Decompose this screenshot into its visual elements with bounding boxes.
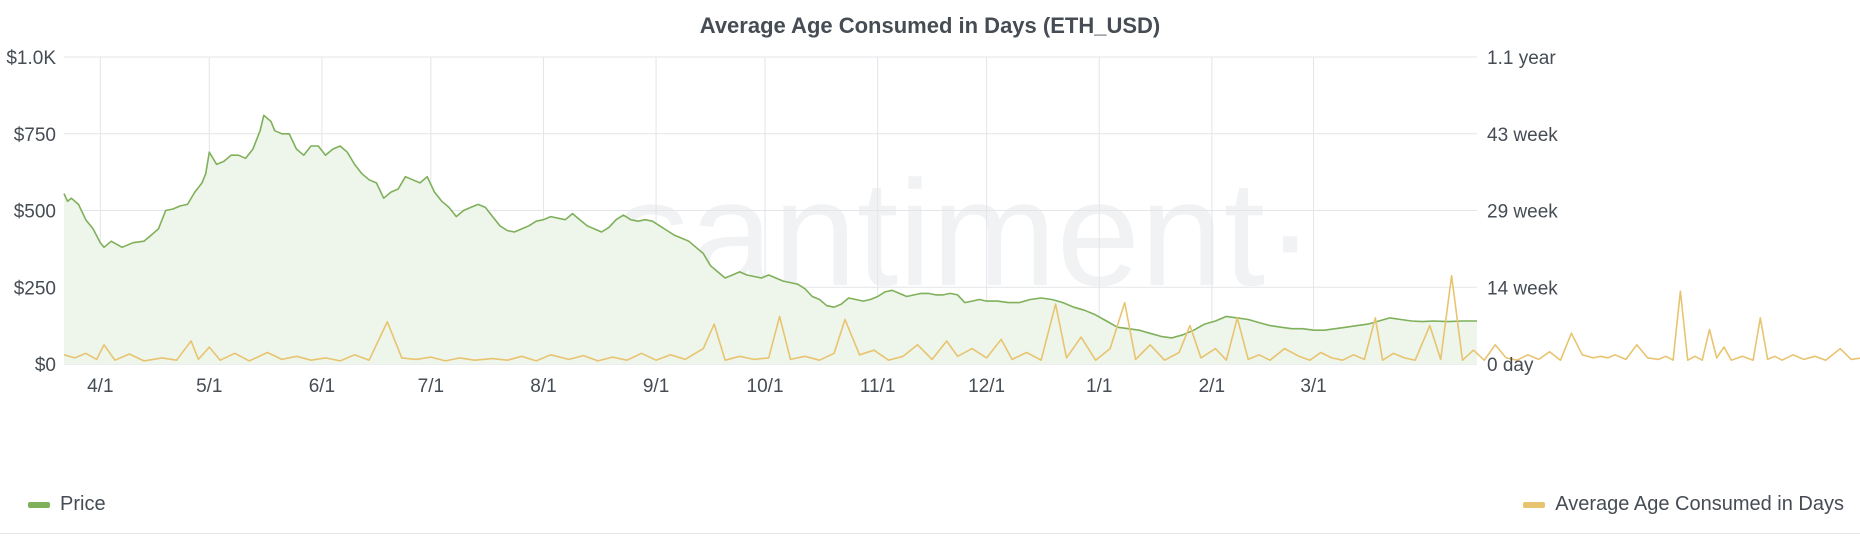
- x-tick-label: 6/1: [309, 376, 335, 397]
- y-left-tick-label: $750: [14, 125, 56, 146]
- x-tick-label: 12/1: [968, 376, 1005, 397]
- y-right-tick-label: 43 week: [1487, 125, 1558, 146]
- series-lines: [63, 114, 1860, 362]
- price-swatch-icon: [28, 501, 50, 508]
- y-right-tick-label: 0 day: [1487, 355, 1534, 376]
- y-right-tick-label: 29 week: [1487, 202, 1558, 223]
- x-tick-label: 10/1: [747, 376, 784, 397]
- age-consumed-line: [63, 274, 1860, 362]
- y-left-tick-label: $1.0K: [6, 48, 56, 69]
- legend-price-label: Price: [60, 493, 106, 515]
- y-right-tick-label: 14 week: [1487, 278, 1558, 299]
- x-tick-label: 5/1: [196, 376, 222, 397]
- legend-age-consumed[interactable]: Average Age Consumed in Days: [1523, 493, 1844, 516]
- x-tick-label: 8/1: [530, 376, 556, 397]
- price-area: [64, 115, 1477, 364]
- x-tick-label: 9/1: [643, 376, 669, 397]
- legend-age-label: Average Age Consumed in Days: [1555, 493, 1844, 515]
- price-area-fill: [64, 115, 1477, 364]
- x-tick-label: 4/1: [87, 376, 113, 397]
- y-left-tick-label: $500: [14, 202, 56, 223]
- divider: [0, 533, 1860, 534]
- y-left-tick-label: $250: [14, 278, 56, 299]
- age-swatch-icon: [1523, 501, 1546, 508]
- x-tick-label: 2/1: [1199, 376, 1225, 397]
- x-tick-label: 1/1: [1086, 376, 1112, 397]
- chart-title: Average Age Consumed in Days (ETH_USD): [700, 13, 1160, 38]
- axis-ticks: $0 $250 $500 $750 $1.0K 0 day 14 week 29 week 43…: [6, 48, 1558, 397]
- legend-price[interactable]: Price: [28, 493, 106, 516]
- y-right-tick-label: 1.1 year: [1487, 48, 1556, 69]
- price-line: [63, 114, 1477, 339]
- x-tick-label: 3/1: [1300, 376, 1326, 397]
- x-tick-label: 7/1: [418, 376, 444, 397]
- y-left-tick-label: $0: [35, 355, 56, 376]
- x-tick-label: 11/1: [860, 376, 896, 397]
